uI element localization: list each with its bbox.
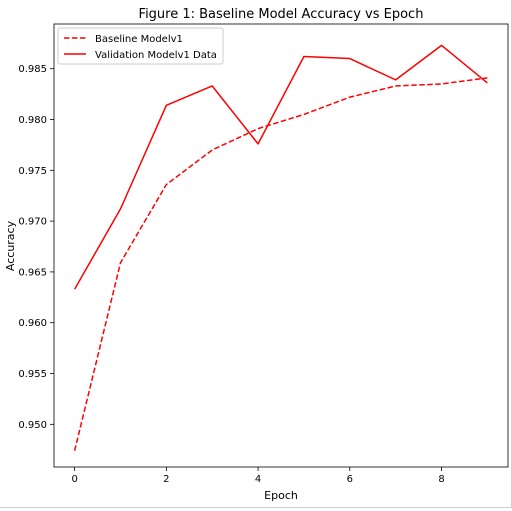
plot-area: 0 2 4 6 8 0.950 0.955 0.960 0.965 0.970 0.975 0.980…: [18, 23, 509, 485]
legend: Baseline Modelv1 Validation Modelv1 Data: [57, 27, 224, 65]
series-line-validation: [73, 44, 488, 290]
x-axis-label: Epoch: [264, 489, 298, 502]
y-tick-label: 0.985: [18, 64, 47, 75]
legend-label-validation: Validation Modelv1 Data: [95, 50, 217, 61]
y-tick-label: 0.950: [18, 420, 47, 431]
y-tick-label: 0.980: [18, 115, 47, 126]
x-tick-label: 2: [163, 474, 169, 485]
y-tick-label: 0.965: [18, 267, 47, 278]
y-tick-label: 0.960: [18, 318, 47, 329]
y-tick-label: 0.975: [18, 166, 47, 177]
series-line-baseline: [73, 77, 488, 451]
y-tick-label: 0.970: [18, 217, 47, 228]
x-tick-label: 8: [438, 474, 444, 485]
legend-frame: [57, 27, 224, 65]
chart-title: Figure 1: Baseline Model Accuracy vs Epo…: [139, 7, 424, 22]
x-tick-label: 0: [71, 474, 77, 485]
x-tick-label: 6: [347, 474, 353, 485]
legend-label-baseline: Baseline Modelv1: [95, 34, 183, 45]
y-tick-label: 0.955: [18, 369, 47, 380]
axes-frame: [53, 23, 509, 468]
y-axis-label: Accuracy: [4, 220, 17, 271]
x-tick-label: 4: [255, 474, 261, 485]
